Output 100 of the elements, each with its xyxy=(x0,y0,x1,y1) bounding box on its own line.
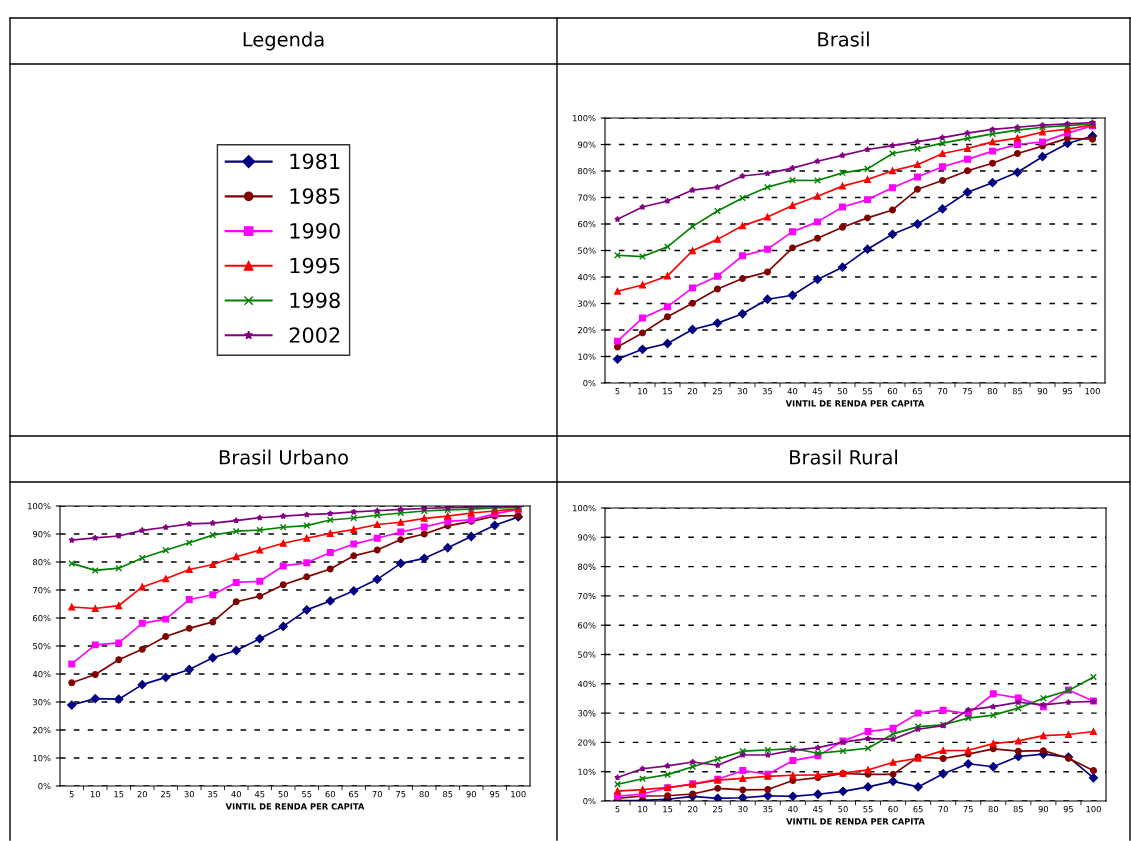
x-tick-label: 15 xyxy=(663,806,673,813)
y-tick-label: 10% xyxy=(578,768,596,775)
y-tick-label: 20% xyxy=(578,326,596,334)
y-tick-label: 0% xyxy=(583,379,596,387)
y-tick-label: 90% xyxy=(577,141,596,148)
x-tick-label: 35 xyxy=(763,806,773,813)
x-tick-label: 20 xyxy=(137,791,147,798)
y-tick-label: 30% xyxy=(33,698,51,706)
legend-label: 2002 xyxy=(289,327,340,343)
x-tick-label: 70 xyxy=(937,388,948,395)
x-tick-label: 10 xyxy=(638,388,648,395)
x-tick-label: 70 xyxy=(938,806,948,813)
x-tick-label: 40 xyxy=(231,791,241,798)
x-tick-label: 15 xyxy=(663,388,673,395)
x-tick-label: 100 xyxy=(1086,806,1101,813)
x-tick-label: 80 xyxy=(987,388,998,395)
y-tick-label: 90% xyxy=(32,530,51,538)
x-tick-label: 5 xyxy=(69,791,74,798)
x-tick-label: 80 xyxy=(988,806,999,813)
y-tick-label: 40% xyxy=(577,680,596,688)
x-tick-label: 85 xyxy=(443,791,453,798)
y-tick-label: 70% xyxy=(578,194,596,201)
x-tick-label: 25 xyxy=(712,388,723,395)
y-tick-label: 20% xyxy=(33,726,51,734)
x-tick-label: 40 xyxy=(787,806,798,813)
legend-label: 1998 xyxy=(290,292,340,309)
x-tick-label: 10 xyxy=(90,791,100,798)
x-axis-title: VINTIL DE RENDA PER CAPITA xyxy=(225,803,365,810)
chart-title: Brasil Rural xyxy=(790,449,897,465)
x-tick-label: 90 xyxy=(466,791,476,798)
legend-label: 1995 xyxy=(290,257,340,274)
x-tick-label: 5 xyxy=(615,806,620,813)
x-tick-label: 95 xyxy=(1062,388,1073,395)
x-axis-title: VINTIL DE RENDA PER CAPITA xyxy=(785,400,925,407)
chart-title: Brasil Urbano xyxy=(219,449,348,465)
x-tick-label: 90 xyxy=(1038,806,1049,813)
y-tick-label: 90% xyxy=(577,534,596,541)
y-tick-label: 60% xyxy=(578,220,596,228)
y-tick-label: 100% xyxy=(573,504,596,512)
legend-label: 1985 xyxy=(290,188,340,204)
y-tick-label: 0% xyxy=(38,782,51,790)
x-tick-label: 65 xyxy=(349,791,359,798)
x-tick-label: 60 xyxy=(325,791,335,798)
y-tick-label: 40% xyxy=(577,273,596,281)
x-tick-label: 95 xyxy=(1063,806,1073,813)
chart-title: Brasil xyxy=(818,31,869,47)
x-tick-label: 35 xyxy=(762,388,773,395)
x-tick-label: 60 xyxy=(887,388,898,395)
y-tick-label: 80% xyxy=(33,558,51,566)
x-tick-label: 65 xyxy=(912,388,923,395)
y-tick-label: 60% xyxy=(578,622,596,629)
y-tick-label: 60% xyxy=(33,614,51,622)
x-tick-label: 65 xyxy=(913,806,923,813)
x-tick-label: 40 xyxy=(787,388,798,395)
y-tick-label: 10% xyxy=(578,353,596,360)
x-tick-label: 25 xyxy=(713,806,723,813)
x-tick-label: 15 xyxy=(114,791,124,798)
x-tick-label: 90 xyxy=(1037,388,1048,395)
x-tick-label: 5 xyxy=(615,388,620,395)
x-tick-label: 85 xyxy=(1012,388,1023,395)
x-tick-label: 100 xyxy=(511,791,526,798)
y-tick-label: 10% xyxy=(33,754,51,762)
x-tick-label: 55 xyxy=(862,388,873,395)
x-tick-label: 55 xyxy=(863,806,873,813)
x-tick-label: 95 xyxy=(489,791,500,798)
x-tick-label: 30 xyxy=(738,806,748,813)
x-tick-label: 75 xyxy=(962,388,973,395)
x-tick-label: 55 xyxy=(302,791,312,798)
x-tick-label: 20 xyxy=(687,388,698,395)
x-tick-label: 75 xyxy=(396,791,406,798)
y-tick-label: 80% xyxy=(578,167,596,175)
x-tick-label: 30 xyxy=(184,791,194,798)
x-tick-label: 50 xyxy=(838,806,848,813)
x-tick-label: 75 xyxy=(963,806,973,813)
x-tick-label: 35 xyxy=(208,791,218,798)
y-tick-label: 50% xyxy=(33,642,51,650)
y-tick-label: 40% xyxy=(32,670,51,678)
x-tick-label: 60 xyxy=(888,806,898,813)
x-tick-label: 70 xyxy=(372,791,382,798)
y-tick-label: 20% xyxy=(578,739,596,746)
y-tick-label: 80% xyxy=(578,563,596,570)
x-tick-label: 50 xyxy=(278,791,288,798)
y-tick-label: 30% xyxy=(578,710,596,717)
y-tick-label: 100% xyxy=(573,114,596,122)
x-tick-label: 10 xyxy=(638,806,648,813)
x-tick-label: 45 xyxy=(813,806,823,813)
x-tick-label: 25 xyxy=(161,791,171,798)
legend-title: Legenda xyxy=(243,31,324,51)
y-tick-label: 70% xyxy=(33,586,51,594)
x-tick-label: 85 xyxy=(1013,806,1023,813)
y-tick-label: 70% xyxy=(578,592,596,600)
x-tick-label: 50 xyxy=(837,388,848,395)
legend-label: 1981 xyxy=(290,153,340,170)
y-tick-label: 30% xyxy=(578,300,596,307)
y-tick-label: 50% xyxy=(578,247,596,254)
x-axis-title: VINTIL DE RENDA PER CAPITA xyxy=(786,818,925,825)
x-tick-label: 100 xyxy=(1085,388,1100,395)
x-tick-label: 80 xyxy=(419,791,429,798)
x-tick-label: 20 xyxy=(687,806,698,813)
legend-label: 1990 xyxy=(290,222,340,239)
